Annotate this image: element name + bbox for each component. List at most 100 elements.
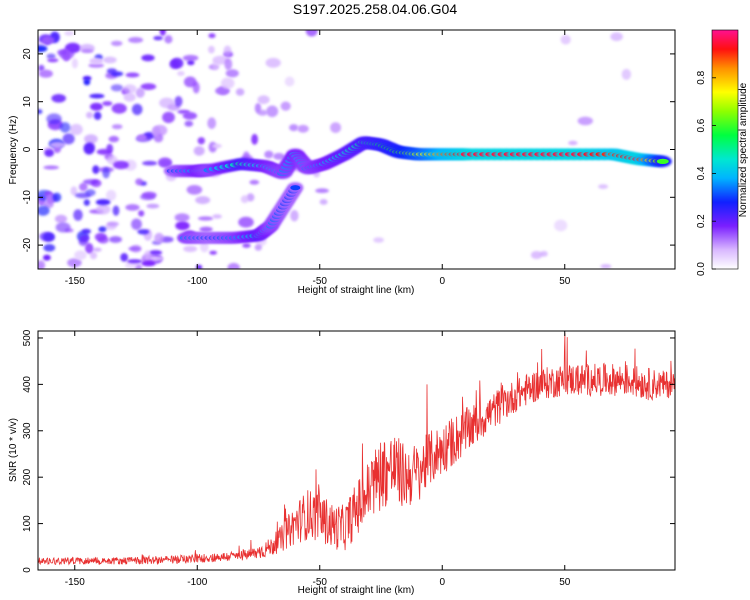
spectrogram-noise-blob: [159, 30, 166, 36]
spectrogram-noise-blob: [215, 86, 230, 95]
spectrogram-noise-blob: [182, 112, 198, 120]
spectrogram-noise-blob: [225, 69, 239, 78]
spectrogram-noise-blob: [86, 111, 93, 119]
spectrogram-noise-blob: [235, 88, 245, 96]
spectrogram-noise-blob: [257, 95, 270, 105]
spectrogram-noise-blob: [199, 226, 213, 233]
spectrogram-noise-blob: [149, 250, 163, 256]
spectrogram-noise-blob: [123, 84, 137, 94]
spectrogram-noise-blob: [186, 185, 203, 195]
snr-x-tick-label: -150: [65, 577, 85, 588]
spectrogram-noise-blob: [212, 214, 223, 219]
spectrogram-noise-blob: [125, 204, 140, 211]
snr-frame: [37, 330, 676, 571]
snr-y-axis: 0 100 200 300 400 500: [22, 329, 675, 573]
spectrogram-noise-blob: [110, 40, 123, 47]
spectrogram-noise-blob: [106, 221, 119, 227]
spectrogram-noise-blob: [141, 54, 155, 62]
spectrogram-noise-blob: [153, 36, 163, 41]
spectrogram-noise-blob: [598, 184, 609, 190]
spectrogram-noise-blob: [44, 149, 54, 157]
snr-y-tick-label: 400: [22, 376, 33, 393]
spectrogram-noise-blob: [83, 142, 95, 155]
colorbar-tick-label: 0.8: [696, 70, 707, 84]
spectrogram-noise-blob: [159, 97, 175, 109]
spectrogram-noise-blob: [42, 232, 56, 242]
spectrogram-y-tick-label: 10: [22, 96, 33, 108]
spectrogram-noise-blob: [182, 54, 199, 62]
spectrogram-noise-blob: [223, 45, 232, 57]
spectrogram-noise-blob: [106, 68, 117, 74]
spectrogram-noise-blob: [70, 186, 78, 196]
snr-x-tick-label: 0: [439, 577, 445, 588]
spectrogram-noise-blob: [212, 60, 220, 71]
spectrogram-noise-blob: [83, 199, 90, 206]
spectrogram-noise-blob: [280, 101, 291, 111]
snr-series-line: [38, 333, 675, 566]
spectrogram-noise-blob: [71, 58, 78, 69]
spectrogram-noise-blob: [95, 199, 111, 206]
spectrogram-noise-blob: [265, 57, 281, 68]
spectrogram-noise-blob: [38, 260, 46, 269]
spectrogram-noise-blob: [169, 59, 180, 69]
spectrogram-noise-blob: [162, 111, 175, 124]
spectrogram-noise-blob: [109, 236, 122, 243]
spectrogram-noise-blob: [69, 123, 83, 136]
spectrogram-noise-blob: [319, 199, 328, 205]
spectrogram-noise-blob: [243, 151, 250, 162]
spectrogram-x-tick-label: 50: [559, 276, 571, 287]
spectrogram-noise-blob: [135, 178, 144, 186]
spectrogram-noise-blob: [49, 141, 66, 148]
spectrogram-noise-blob: [621, 68, 632, 80]
spectrogram-trace: [163, 136, 672, 244]
spectrogram-noise-blob: [137, 229, 150, 235]
spectrogram-noise-blob: [120, 252, 129, 262]
spectrogram-noise-blob: [105, 189, 117, 201]
spectrogram-noise-blob: [207, 117, 217, 129]
spectrogram-noise-blob: [197, 137, 205, 145]
spectrogram-noise-blob: [137, 134, 147, 141]
spectrogram-noise-blob: [103, 56, 117, 64]
lower-trace-point: [290, 185, 301, 191]
spectrogram-noise-blob: [530, 251, 543, 259]
spectrogram-noise-blob: [57, 49, 67, 56]
spectrogram-noise-blob: [89, 251, 98, 260]
spectrogram-noise-blob: [140, 83, 157, 90]
spectrogram-noise-blob: [111, 103, 127, 114]
spectrogram-noise-blob: [93, 111, 102, 121]
figure-title: S197.2025.258.04.06.G04: [293, 1, 457, 17]
spectrogram-noise-blob: [80, 235, 90, 242]
spectrogram-noise-blob: [151, 126, 161, 138]
spectrogram-noise-blob: [96, 204, 111, 215]
spectrogram-noise-blob: [254, 103, 262, 114]
spectrogram-noise-blob: [240, 195, 249, 204]
snr-panel: -150 -100 -50 0 50 0 100 200 300 400 500 Height o…: [8, 329, 676, 596]
spectrogram-noise-blob: [164, 35, 173, 44]
spectrogram-noise-blob: [577, 116, 593, 126]
colorbar: 0.0 0.2 0.4 0.6 0.8 Normalized spectral ampl…: [696, 29, 749, 276]
spectrogram-noise-blob: [264, 150, 274, 159]
spectrogram-noise-blob: [174, 213, 190, 222]
spectrogram-noise-blob: [141, 260, 156, 267]
spectrogram-noise-blob: [85, 243, 94, 254]
spectrogram-noise-blob: [59, 122, 71, 133]
spectrogram-noise-blob: [146, 203, 160, 209]
spectrogram-noise-blob: [93, 247, 102, 252]
spectrogram-noise-blob: [177, 71, 185, 76]
spectrogram-noise-blob: [38, 109, 43, 115]
spectrogram-noise-blob: [183, 245, 198, 253]
spectrogram-noise-blob: [89, 93, 105, 99]
spectrogram-noise-blob: [83, 78, 91, 86]
spectrogram-noise-blob: [128, 246, 141, 251]
spectrogram-noise-blob: [38, 69, 53, 78]
spectrogram-x-tick-label: -150: [65, 276, 85, 287]
spectrogram-noise-blob: [227, 262, 240, 269]
spectrogram-noise-blob: [330, 122, 342, 133]
snr-x-tick-label: 50: [559, 577, 571, 588]
spectrogram-noise-blob: [62, 133, 75, 145]
spectrogram-noise-blob: [92, 165, 100, 174]
spectrogram-noise-blob: [81, 49, 94, 53]
spectrogram-noise-blob: [254, 244, 262, 251]
